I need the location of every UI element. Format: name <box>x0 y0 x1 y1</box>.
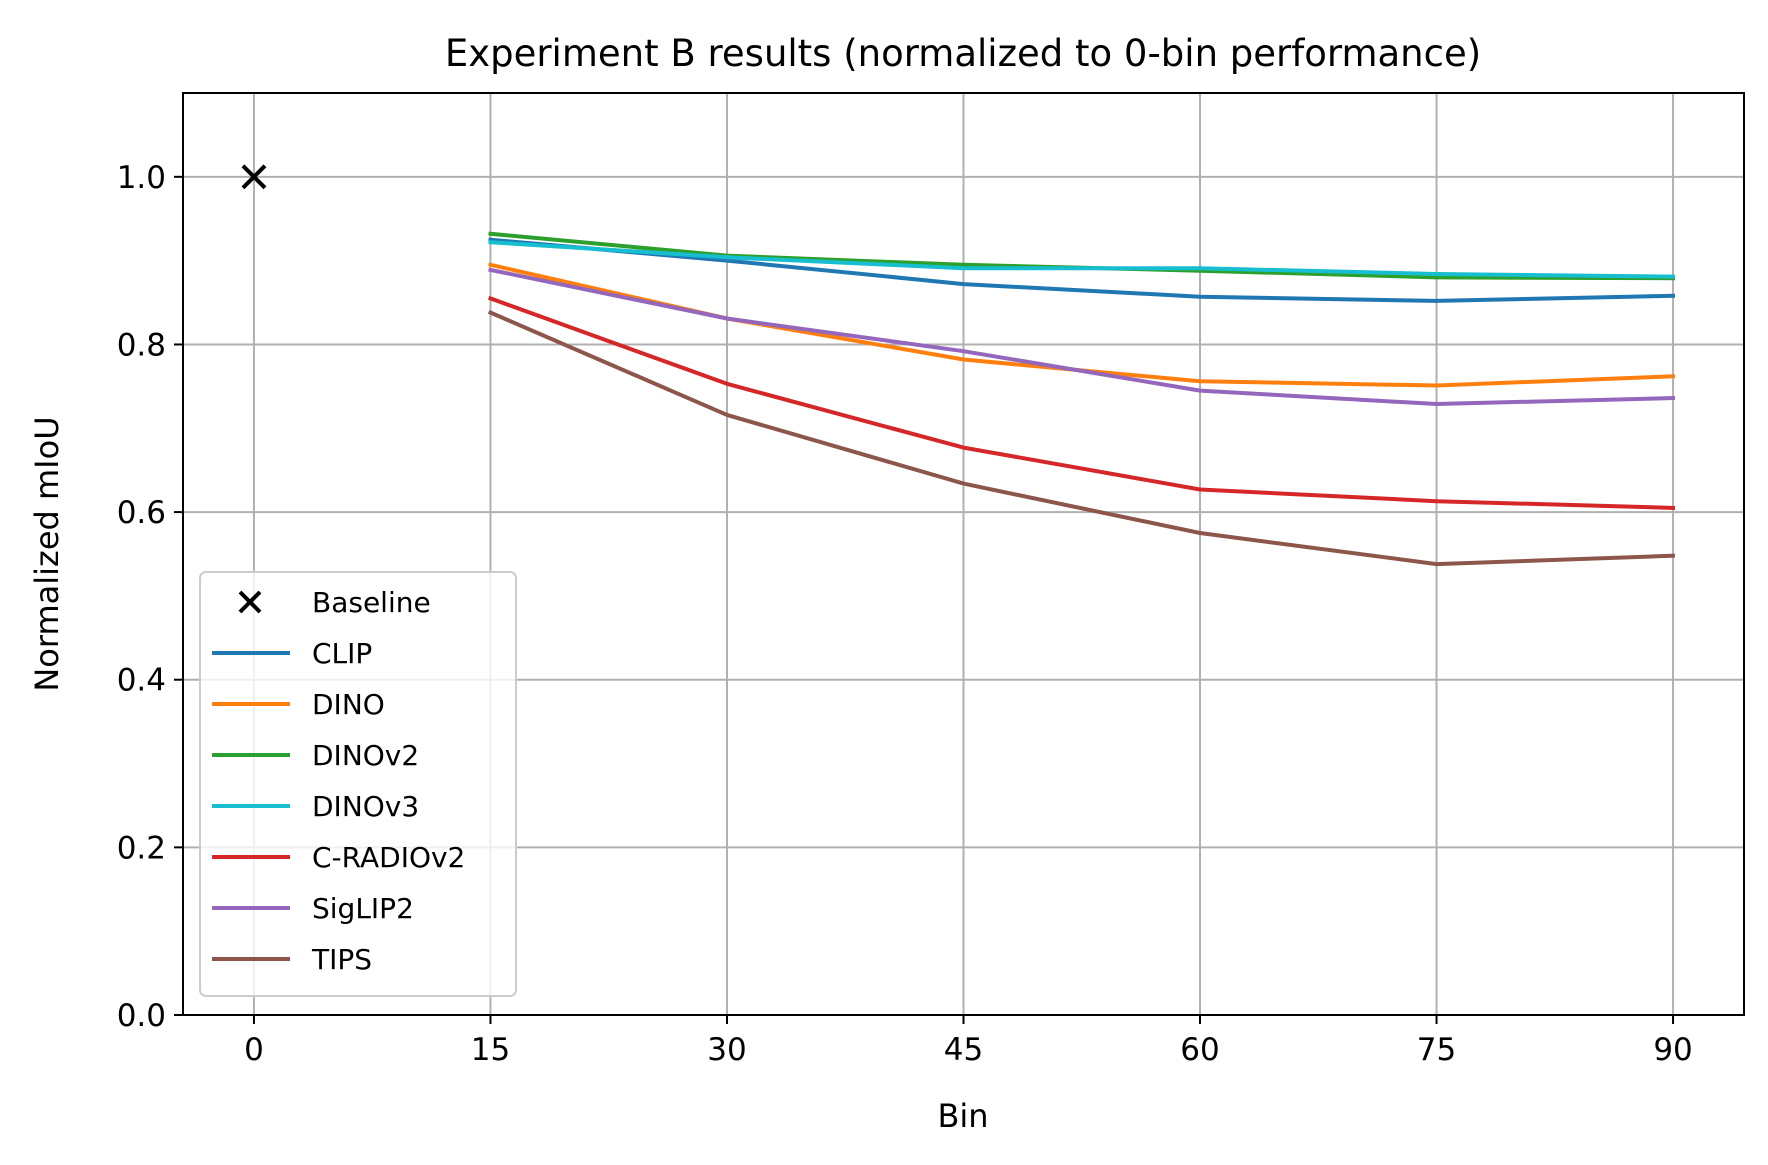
series-line-c-radiov2 <box>487 295 1676 510</box>
legend-entry-dinov2: DINOv2 <box>212 739 419 772</box>
x-tick-label: 75 <box>1417 1032 1456 1068</box>
x-tick-label: 30 <box>707 1032 746 1068</box>
legend: Baseline CLIP DINO DINOv2 DINOv3 C-RADIOv2 Sig… <box>199 571 517 997</box>
legend-entry-tips: TIPS <box>212 943 372 976</box>
legend-entries: Baseline CLIP DINO DINOv2 DINOv3 C-RADIOv2 Sig… <box>212 586 465 976</box>
series-line-clip <box>488 237 1676 303</box>
y-tick-label: 0.6 <box>117 495 166 531</box>
y-tick-label: 0.8 <box>117 327 166 363</box>
legend-label: C-RADIOv2 <box>312 841 465 874</box>
legend-entry-siglip2: SigLIP2 <box>212 892 414 925</box>
chart-title: Experiment B results (normalized to 0-bi… <box>445 32 1481 75</box>
legend-baseline-marker <box>238 590 262 614</box>
x-axis-label: Bin <box>937 1097 988 1135</box>
y-tick-label: 1.0 <box>117 160 166 196</box>
x-tick-label: 0 <box>244 1032 264 1068</box>
legend-label: Baseline <box>312 586 431 619</box>
legend-entry-c-radiov2: C-RADIOv2 <box>212 841 465 874</box>
legend-entry-dinov3: DINOv3 <box>212 790 419 823</box>
legend-label: TIPS <box>311 943 372 976</box>
y-tick-label: 0.2 <box>117 830 166 866</box>
y-tick-label: 0.4 <box>117 663 166 699</box>
y-axis-label: Normalized mIoU <box>28 416 66 691</box>
x-tick-label: 45 <box>944 1032 983 1068</box>
baseline-marker <box>241 164 267 190</box>
series-line-dinov3 <box>488 240 1676 279</box>
legend-label: CLIP <box>312 637 372 670</box>
legend-entry-dino: DINO <box>212 688 385 721</box>
series-line-tips <box>487 309 1676 567</box>
legend-label: DINOv2 <box>312 739 419 772</box>
legend-label: SigLIP2 <box>312 892 414 925</box>
legend-label: DINOv3 <box>312 790 419 823</box>
baseline-layer <box>241 164 267 190</box>
series-lines <box>487 231 1676 567</box>
x-tick-label: 60 <box>1180 1032 1219 1068</box>
x-tick-label: 15 <box>471 1032 510 1068</box>
legend-frame <box>199 571 517 997</box>
x-tick-label: 90 <box>1653 1032 1692 1068</box>
legend-entry-baseline: Baseline <box>238 586 431 619</box>
legend-entry-clip: CLIP <box>212 637 372 670</box>
legend-label: DINO <box>312 688 385 721</box>
y-ticks: 0.0 0.2 0.4 0.6 0.8 1.0 <box>117 160 183 1034</box>
y-tick-label: 0.0 <box>117 998 166 1034</box>
x-ticks: 0 15 30 45 60 75 90 <box>244 1015 1693 1068</box>
series-line-siglip2 <box>488 267 1676 406</box>
